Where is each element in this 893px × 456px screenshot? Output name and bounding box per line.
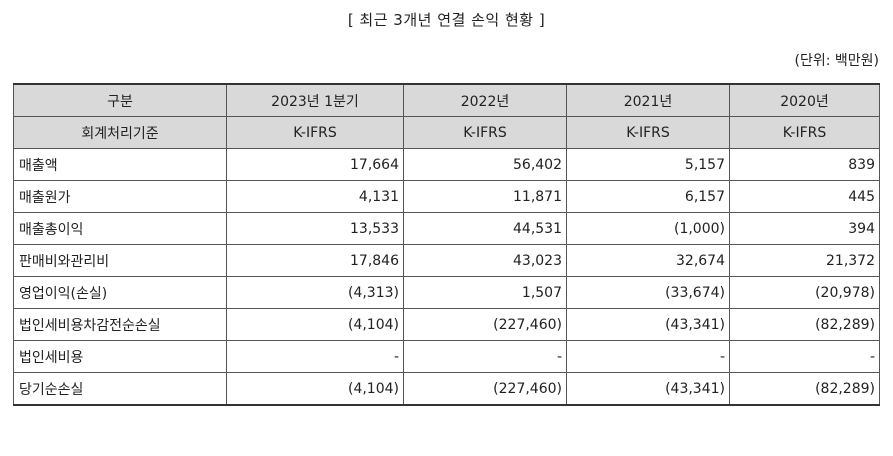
header-cell: 2023년 1분기 (226, 83, 404, 117)
table-row: 매출총이익 13,533 44,531 (1,000) 394 (13, 212, 880, 245)
row-label: 당기순손실 (13, 372, 227, 406)
value-cell: 32,674 (566, 244, 730, 277)
header-cell: 회계처리기준 (13, 116, 227, 149)
value-cell: 17,846 (226, 244, 404, 277)
table-header: 구분 2023년 1분기 2022년 2021년 2020년 회계처리기준 K-… (13, 83, 880, 149)
header-cell: 2022년 (403, 83, 567, 117)
income-statement-table: 구분 2023년 1분기 2022년 2021년 2020년 회계처리기준 K-… (13, 83, 880, 406)
table-row: 판매비와관리비 17,846 43,023 32,674 21,372 (13, 244, 880, 277)
value-cell: 21,372 (729, 244, 880, 277)
value-cell: - (566, 340, 730, 373)
row-label: 법인세비용차감전순손실 (13, 308, 227, 341)
header-cell: K-IFRS (566, 116, 730, 149)
row-label: 영업이익(손실) (13, 276, 227, 309)
header-row-period: 구분 2023년 1분기 2022년 2021년 2020년 (13, 83, 880, 117)
value-cell: 1,507 (403, 276, 567, 309)
unit-note: (단위: 백만원) (794, 53, 880, 69)
value-cell: (43,341) (566, 372, 730, 406)
row-label: 매출총이익 (13, 212, 227, 245)
value-cell: 394 (729, 212, 880, 245)
value-cell: (43,341) (566, 308, 730, 341)
value-cell: (4,104) (226, 372, 404, 406)
table-row: 매출원가 4,131 11,871 6,157 445 (13, 180, 880, 213)
table-row: 법인세비용 - - - - (13, 340, 880, 373)
table-row: 영업이익(손실) (4,313) 1,507 (33,674) (20,978) (13, 276, 880, 309)
value-cell: (4,313) (226, 276, 404, 309)
table-title: [ 최근 3개년 연결 손익 현황 ] (347, 11, 546, 29)
value-cell: (1,000) (566, 212, 730, 245)
table-row: 당기순손실 (4,104) (227,460) (43,341) (82,289… (13, 372, 880, 406)
value-cell: 4,131 (226, 180, 404, 213)
value-cell: (82,289) (729, 372, 880, 406)
row-label: 판매비와관리비 (13, 244, 227, 277)
header-cell: K-IFRS (226, 116, 404, 149)
table-body: 매출액 17,664 56,402 5,157 839 매출원가 4,131 1… (13, 148, 880, 406)
value-cell: 5,157 (566, 148, 730, 181)
value-cell: (227,460) (403, 308, 567, 341)
header-row-standard: 회계처리기준 K-IFRS K-IFRS K-IFRS K-IFRS (13, 116, 880, 149)
value-cell: 445 (729, 180, 880, 213)
value-cell: - (403, 340, 567, 373)
table-row: 매출액 17,664 56,402 5,157 839 (13, 148, 880, 181)
header-cell: K-IFRS (729, 116, 880, 149)
value-cell: (82,289) (729, 308, 880, 341)
value-cell: 17,664 (226, 148, 404, 181)
header-cell: K-IFRS (403, 116, 567, 149)
value-cell: 13,533 (226, 212, 404, 245)
value-cell: (4,104) (226, 308, 404, 341)
value-cell: 839 (729, 148, 880, 181)
value-cell: - (226, 340, 404, 373)
row-label: 매출원가 (13, 180, 227, 213)
header-cell: 2020년 (729, 83, 880, 117)
value-cell: 11,871 (403, 180, 567, 213)
value-cell: 6,157 (566, 180, 730, 213)
value-cell: 44,531 (403, 212, 567, 245)
table-row: 법인세비용차감전순손실 (4,104) (227,460) (43,341) (… (13, 308, 880, 341)
header-cell: 2021년 (566, 83, 730, 117)
row-label: 매출액 (13, 148, 227, 181)
value-cell: - (729, 340, 880, 373)
header-cell: 구분 (13, 83, 227, 117)
value-cell: (20,978) (729, 276, 880, 309)
value-cell: 56,402 (403, 148, 567, 181)
value-cell: (33,674) (566, 276, 730, 309)
row-label: 법인세비용 (13, 340, 227, 373)
value-cell: 43,023 (403, 244, 567, 277)
value-cell: (227,460) (403, 372, 567, 406)
